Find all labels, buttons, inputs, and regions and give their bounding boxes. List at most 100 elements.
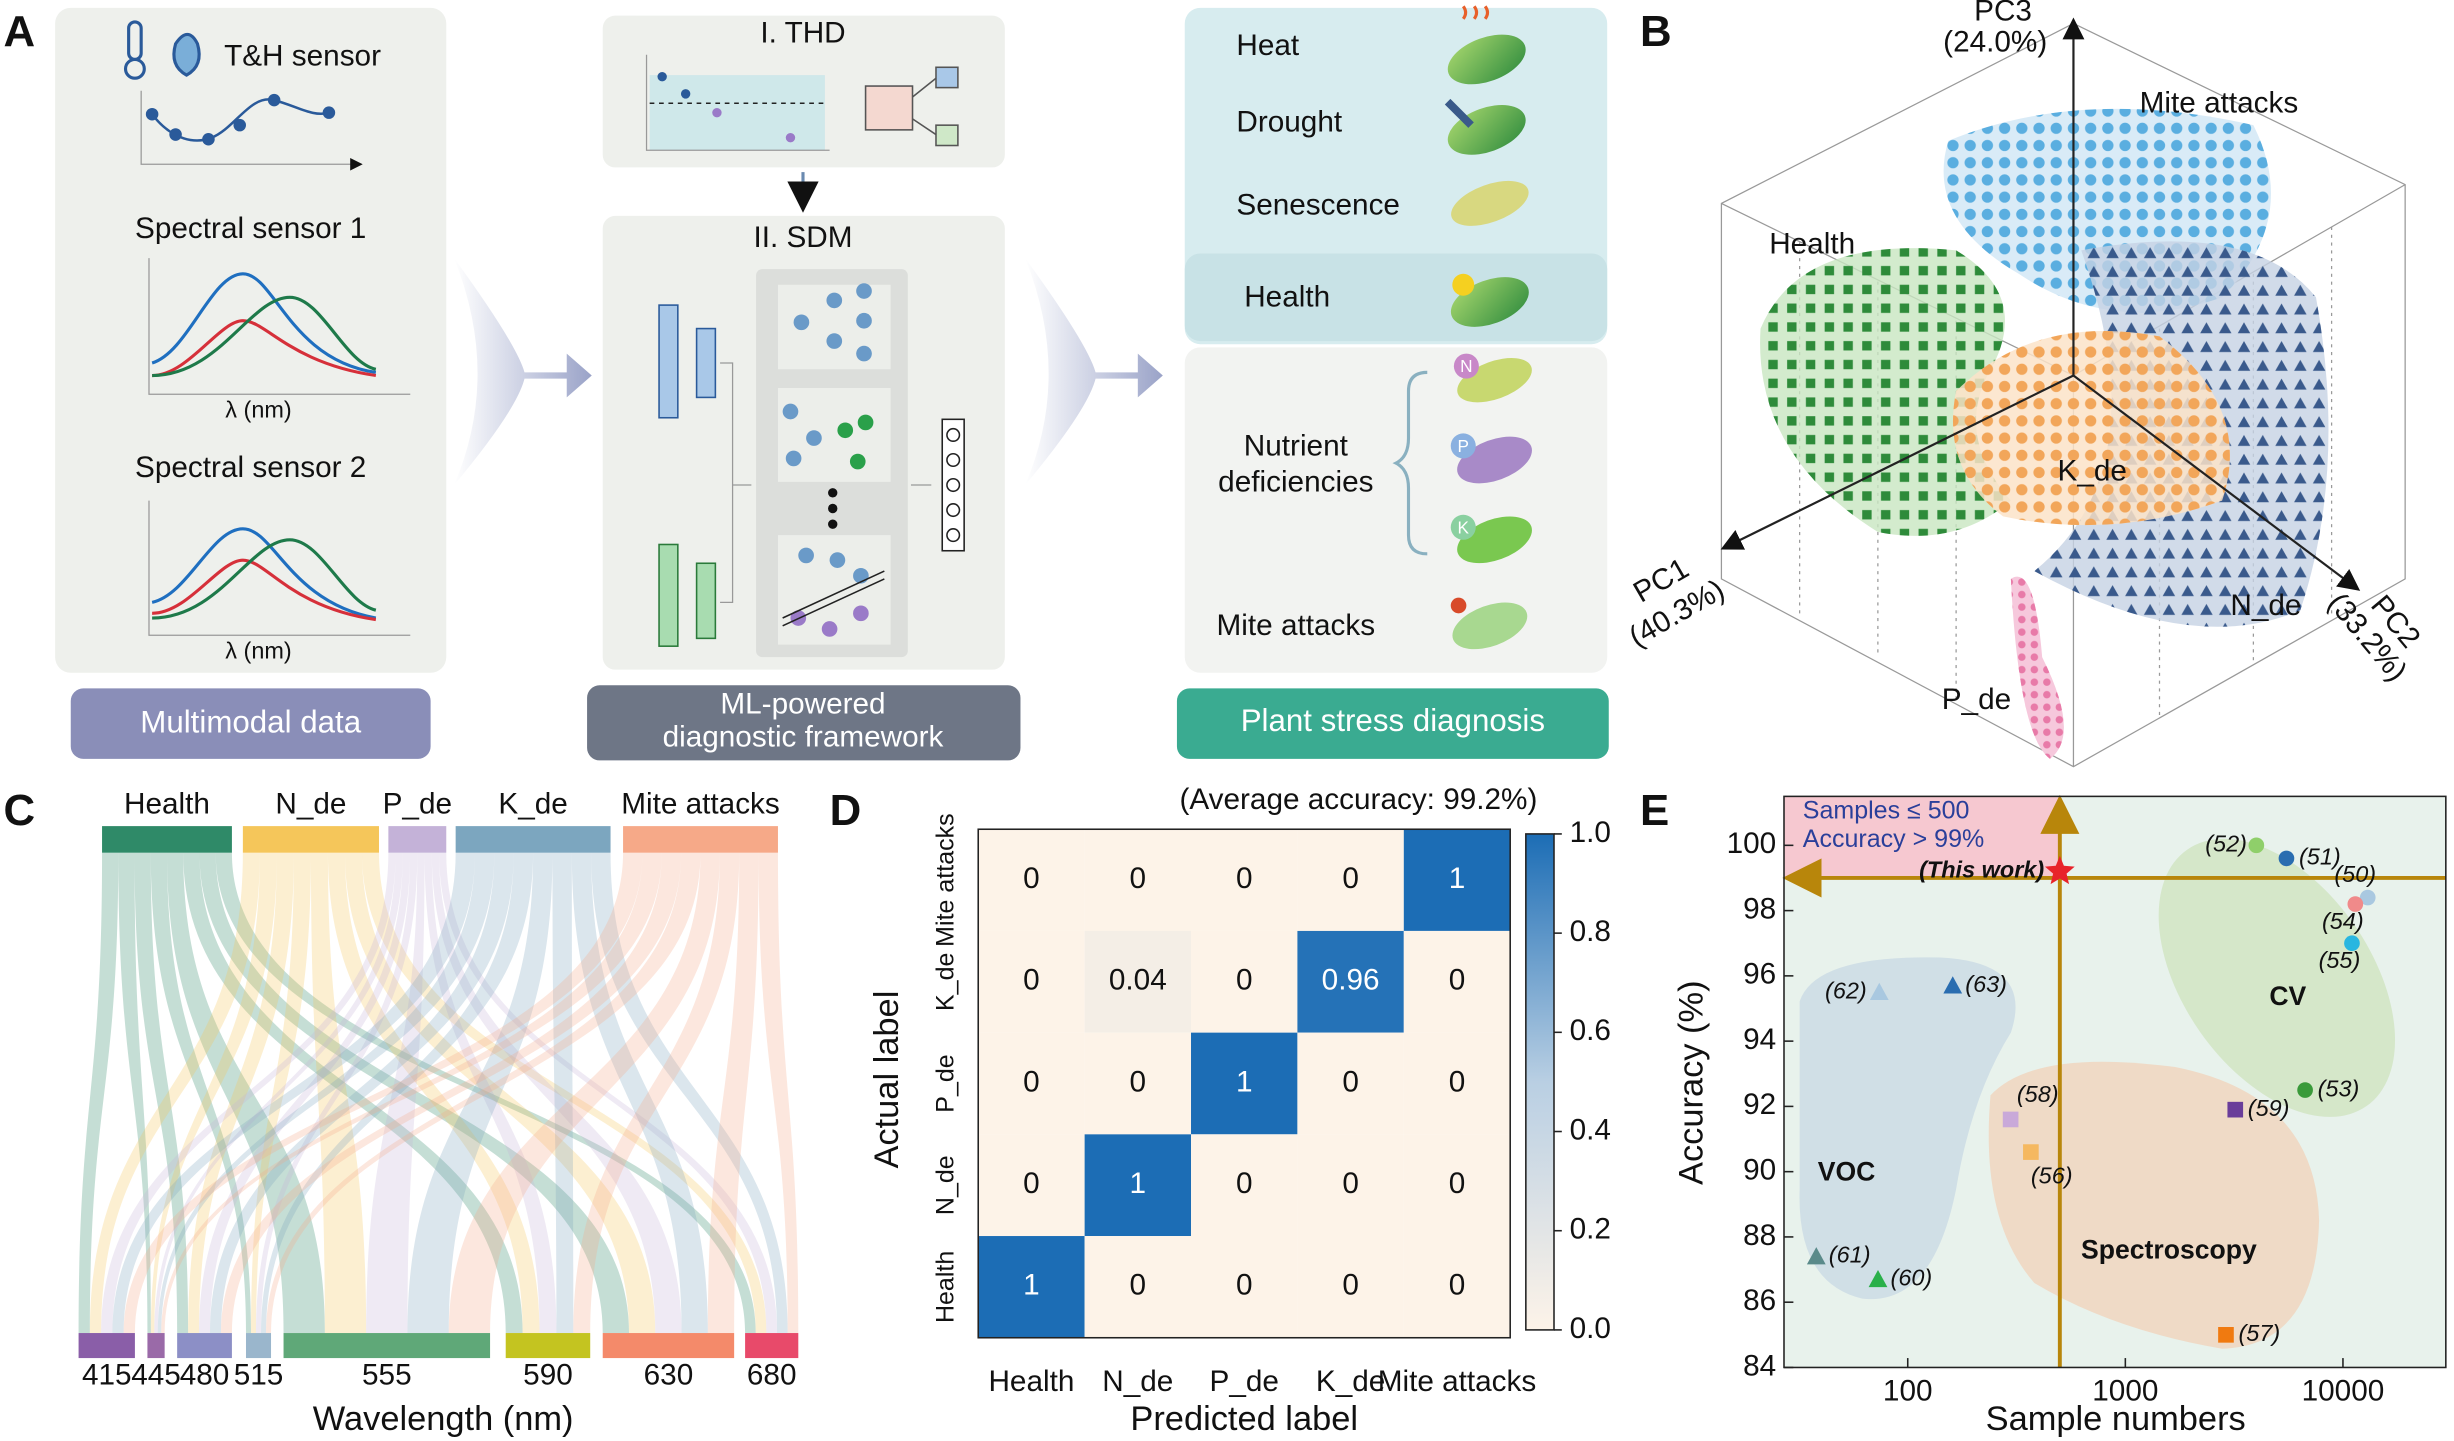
cell-label: 0 bbox=[1130, 862, 1147, 895]
axis-title: Accuracy (%) bbox=[1672, 980, 1710, 1185]
nutrient-letter: P bbox=[1458, 436, 1469, 456]
region-label: Spectroscopy bbox=[2081, 1235, 2257, 1265]
source-label: N_de bbox=[275, 788, 346, 821]
source-label: Health bbox=[124, 788, 210, 821]
y-tick-label: P_de bbox=[932, 1054, 960, 1112]
axis-share: (24.0%) bbox=[1943, 26, 2047, 59]
source-label: Mite attacks bbox=[621, 788, 780, 821]
framework-tag-label: ML-powered bbox=[720, 687, 885, 720]
wavelength-bar bbox=[505, 1333, 591, 1359]
colorbar-label: 1.0 bbox=[1570, 816, 1611, 849]
cell bbox=[1084, 930, 1192, 1033]
flow bbox=[431, 852, 682, 1334]
axis-title: Sample numbers bbox=[1986, 1400, 2246, 1438]
flow bbox=[552, 852, 574, 1334]
cell-label: 0 bbox=[1023, 1167, 1040, 1200]
cell bbox=[1084, 1032, 1192, 1135]
cell-label: 1 bbox=[1023, 1269, 1040, 1302]
nutrient-letter: N bbox=[1460, 356, 1472, 376]
x-tick-label: 100 bbox=[1883, 1374, 1933, 1407]
cell bbox=[978, 1236, 1085, 1338]
stress-label: Health bbox=[1244, 281, 1330, 314]
cell bbox=[1297, 930, 1404, 1033]
point-label: (57) bbox=[2238, 1320, 2280, 1346]
cluster-label: N_de bbox=[2230, 589, 2301, 622]
cell-label: 1 bbox=[1130, 1167, 1147, 1200]
flow bbox=[199, 852, 630, 1334]
x-tick-label: K_de bbox=[1316, 1365, 1385, 1398]
point bbox=[1943, 976, 1963, 994]
flow bbox=[424, 852, 557, 1334]
x-tick-label: P_de bbox=[1209, 1365, 1278, 1398]
colorbar bbox=[1525, 833, 1555, 1331]
output-tag-label: Plant stress diagnosis bbox=[1241, 703, 1545, 738]
cell-label: 0 bbox=[1342, 862, 1359, 895]
source-bar bbox=[102, 826, 232, 853]
cell bbox=[1191, 1134, 1298, 1237]
input-tag-label: Multimodal data bbox=[140, 705, 361, 740]
cell-label: 0 bbox=[1342, 1167, 1359, 1200]
cluster-label: K_de bbox=[2058, 454, 2127, 487]
flow bbox=[573, 852, 740, 1334]
cell bbox=[1297, 1236, 1404, 1338]
nutrient-letter: K bbox=[1458, 517, 1470, 537]
cell bbox=[978, 1134, 1085, 1237]
point-label: (54) bbox=[2322, 908, 2364, 934]
flow bbox=[266, 852, 701, 1334]
point-label: (61) bbox=[1829, 1242, 1871, 1268]
spectrum-plot bbox=[148, 500, 411, 636]
point bbox=[2248, 837, 2265, 854]
flow bbox=[591, 852, 788, 1334]
frame bbox=[977, 828, 1511, 1339]
flow bbox=[154, 852, 403, 1334]
region-label: VOC bbox=[1818, 1156, 1876, 1186]
region-label: CV bbox=[2269, 981, 2306, 1011]
cell bbox=[1191, 1032, 1298, 1135]
sensor-label: Spectral sensor 2 bbox=[135, 451, 366, 484]
cell-label: 0 bbox=[1236, 862, 1253, 895]
y-tick-label: 96 bbox=[1743, 958, 1776, 991]
flow-arrow bbox=[454, 258, 592, 486]
cell-label: 0 bbox=[1023, 964, 1040, 997]
source-bar bbox=[623, 826, 778, 853]
voc-region bbox=[1799, 957, 2016, 1300]
flow-arrow bbox=[1025, 258, 1163, 486]
cell-label: 0 bbox=[1023, 1065, 1040, 1098]
flow bbox=[448, 852, 720, 1334]
point-label: (51) bbox=[2299, 844, 2341, 870]
cell-label: 0 bbox=[1023, 862, 1040, 895]
cell-label: 0 bbox=[1449, 1065, 1466, 1098]
wavelength-bar bbox=[283, 1333, 491, 1359]
flow bbox=[150, 852, 252, 1334]
wavelength-bar bbox=[245, 1333, 272, 1359]
thd-diagram bbox=[645, 54, 959, 151]
sensor-label: Spectral sensor 1 bbox=[135, 212, 366, 245]
point bbox=[2278, 850, 2295, 867]
nutrient-box bbox=[1184, 347, 1608, 673]
axis-title: Wavelength (nm) bbox=[313, 1400, 574, 1438]
flow bbox=[310, 852, 367, 1334]
source-bar bbox=[242, 826, 379, 853]
point bbox=[2227, 1101, 2244, 1118]
axis-name: PC3 bbox=[1974, 0, 2032, 27]
flow bbox=[161, 852, 662, 1334]
flow bbox=[251, 852, 311, 1334]
spectrum-plot bbox=[148, 258, 411, 395]
cell bbox=[1084, 1236, 1192, 1338]
source-bar bbox=[388, 826, 447, 853]
cell-label: 0 bbox=[1236, 1269, 1253, 1302]
cluster-label: Health bbox=[1769, 227, 1855, 260]
point bbox=[2344, 935, 2360, 952]
cell bbox=[1403, 829, 1511, 931]
cell bbox=[1403, 1134, 1511, 1237]
cell bbox=[1403, 930, 1511, 1033]
cell-label: 0.96 bbox=[1322, 964, 1380, 997]
y-tick-label: 98 bbox=[1743, 892, 1776, 925]
cell-label: 0 bbox=[1130, 1269, 1147, 1302]
y-tick-label: Health bbox=[932, 1251, 960, 1323]
panel-label: D bbox=[830, 786, 862, 835]
cluster-label: P_de bbox=[1942, 683, 2011, 716]
